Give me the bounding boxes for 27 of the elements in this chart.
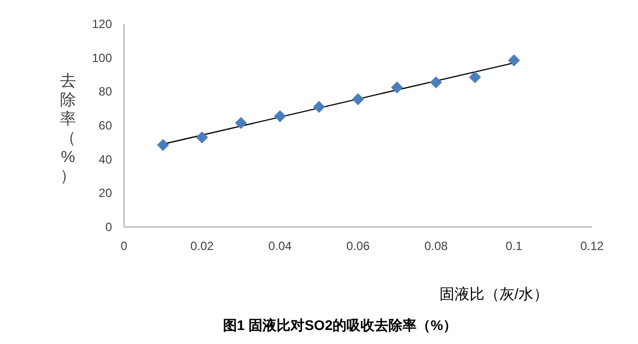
- y-tick-label: 20: [98, 186, 112, 200]
- y-tick-label: 60: [98, 118, 112, 132]
- point: [157, 138, 169, 151]
- x-tick-label: 0.04: [268, 239, 292, 253]
- y-tick-label: 80: [98, 84, 112, 99]
- point: [352, 93, 364, 106]
- y-tick-label: 120: [92, 17, 112, 31]
- y-tick-label: 40: [98, 152, 112, 166]
- point: [313, 100, 325, 113]
- y-tick-label: 0: [105, 220, 112, 234]
- point: [391, 81, 403, 94]
- x-axis-title: 固液比（灰/水）: [439, 286, 549, 303]
- text: 图1 固液比对SO2的吸收去除率（%）: [222, 317, 458, 333]
- x-tick-label: 0.1: [506, 239, 523, 253]
- point: [274, 110, 286, 122]
- y-tick-label: 100: [92, 50, 112, 65]
- x-tick-label: 0.08: [424, 239, 448, 253]
- point: [196, 131, 208, 144]
- point: [430, 76, 442, 88]
- point: [235, 116, 247, 129]
- x-tick-label: 0: [120, 239, 128, 253]
- y-axis-title: 去除率（%）: [60, 72, 76, 185]
- point: [469, 71, 481, 84]
- x-tick-label: 0.06: [346, 239, 370, 253]
- x-tick-label: 0.02: [190, 239, 214, 253]
- point: [508, 54, 520, 66]
- x-tick-label: 0.12: [580, 239, 604, 253]
